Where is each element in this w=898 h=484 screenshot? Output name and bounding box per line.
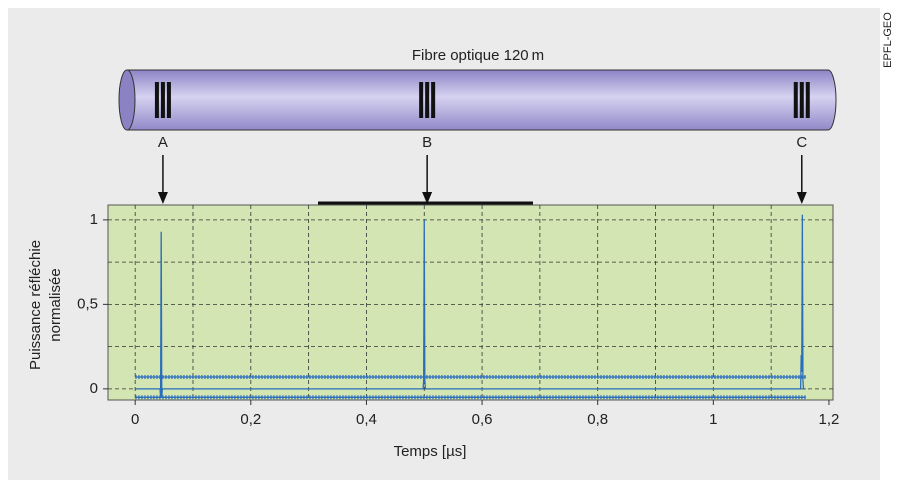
grating <box>425 82 429 118</box>
y-tick-label: 0,5 <box>77 295 98 312</box>
grating <box>800 82 804 118</box>
x-tick-label: 0 <box>131 411 139 428</box>
fiber <box>127 70 836 130</box>
grating <box>419 82 423 118</box>
grating <box>806 82 810 118</box>
chart-title: Fibre optique 120 m <box>412 47 544 64</box>
grating <box>155 82 159 118</box>
marker-label: A <box>158 134 168 151</box>
y-tick-label: 0 <box>90 380 98 397</box>
x-axis-title: Temps [µs] <box>394 443 467 460</box>
fiber-end <box>119 70 135 130</box>
figure: Fibre optique 120 m EPFL-GEO Puissance r… <box>0 0 898 484</box>
y-tick-label: 1 <box>90 211 98 228</box>
y-axis-title: Puissance réfléchie <box>27 240 44 370</box>
x-tick-label: 0,4 <box>356 411 377 428</box>
x-tick-label: 1,2 <box>819 411 840 428</box>
credit: EPFL-GEO <box>882 12 894 68</box>
x-tick-label: 0,2 <box>240 411 261 428</box>
x-tick-label: 1 <box>709 411 717 428</box>
y-axis-title: normalisée <box>47 268 64 341</box>
grating <box>161 82 165 118</box>
x-tick-label: 0,6 <box>472 411 493 428</box>
grating <box>794 82 798 118</box>
marker-label: B <box>422 134 432 151</box>
marker-label: C <box>796 134 807 151</box>
grating <box>167 82 171 118</box>
grating <box>431 82 435 118</box>
plot-area <box>108 205 833 400</box>
x-tick-label: 0,8 <box>587 411 608 428</box>
